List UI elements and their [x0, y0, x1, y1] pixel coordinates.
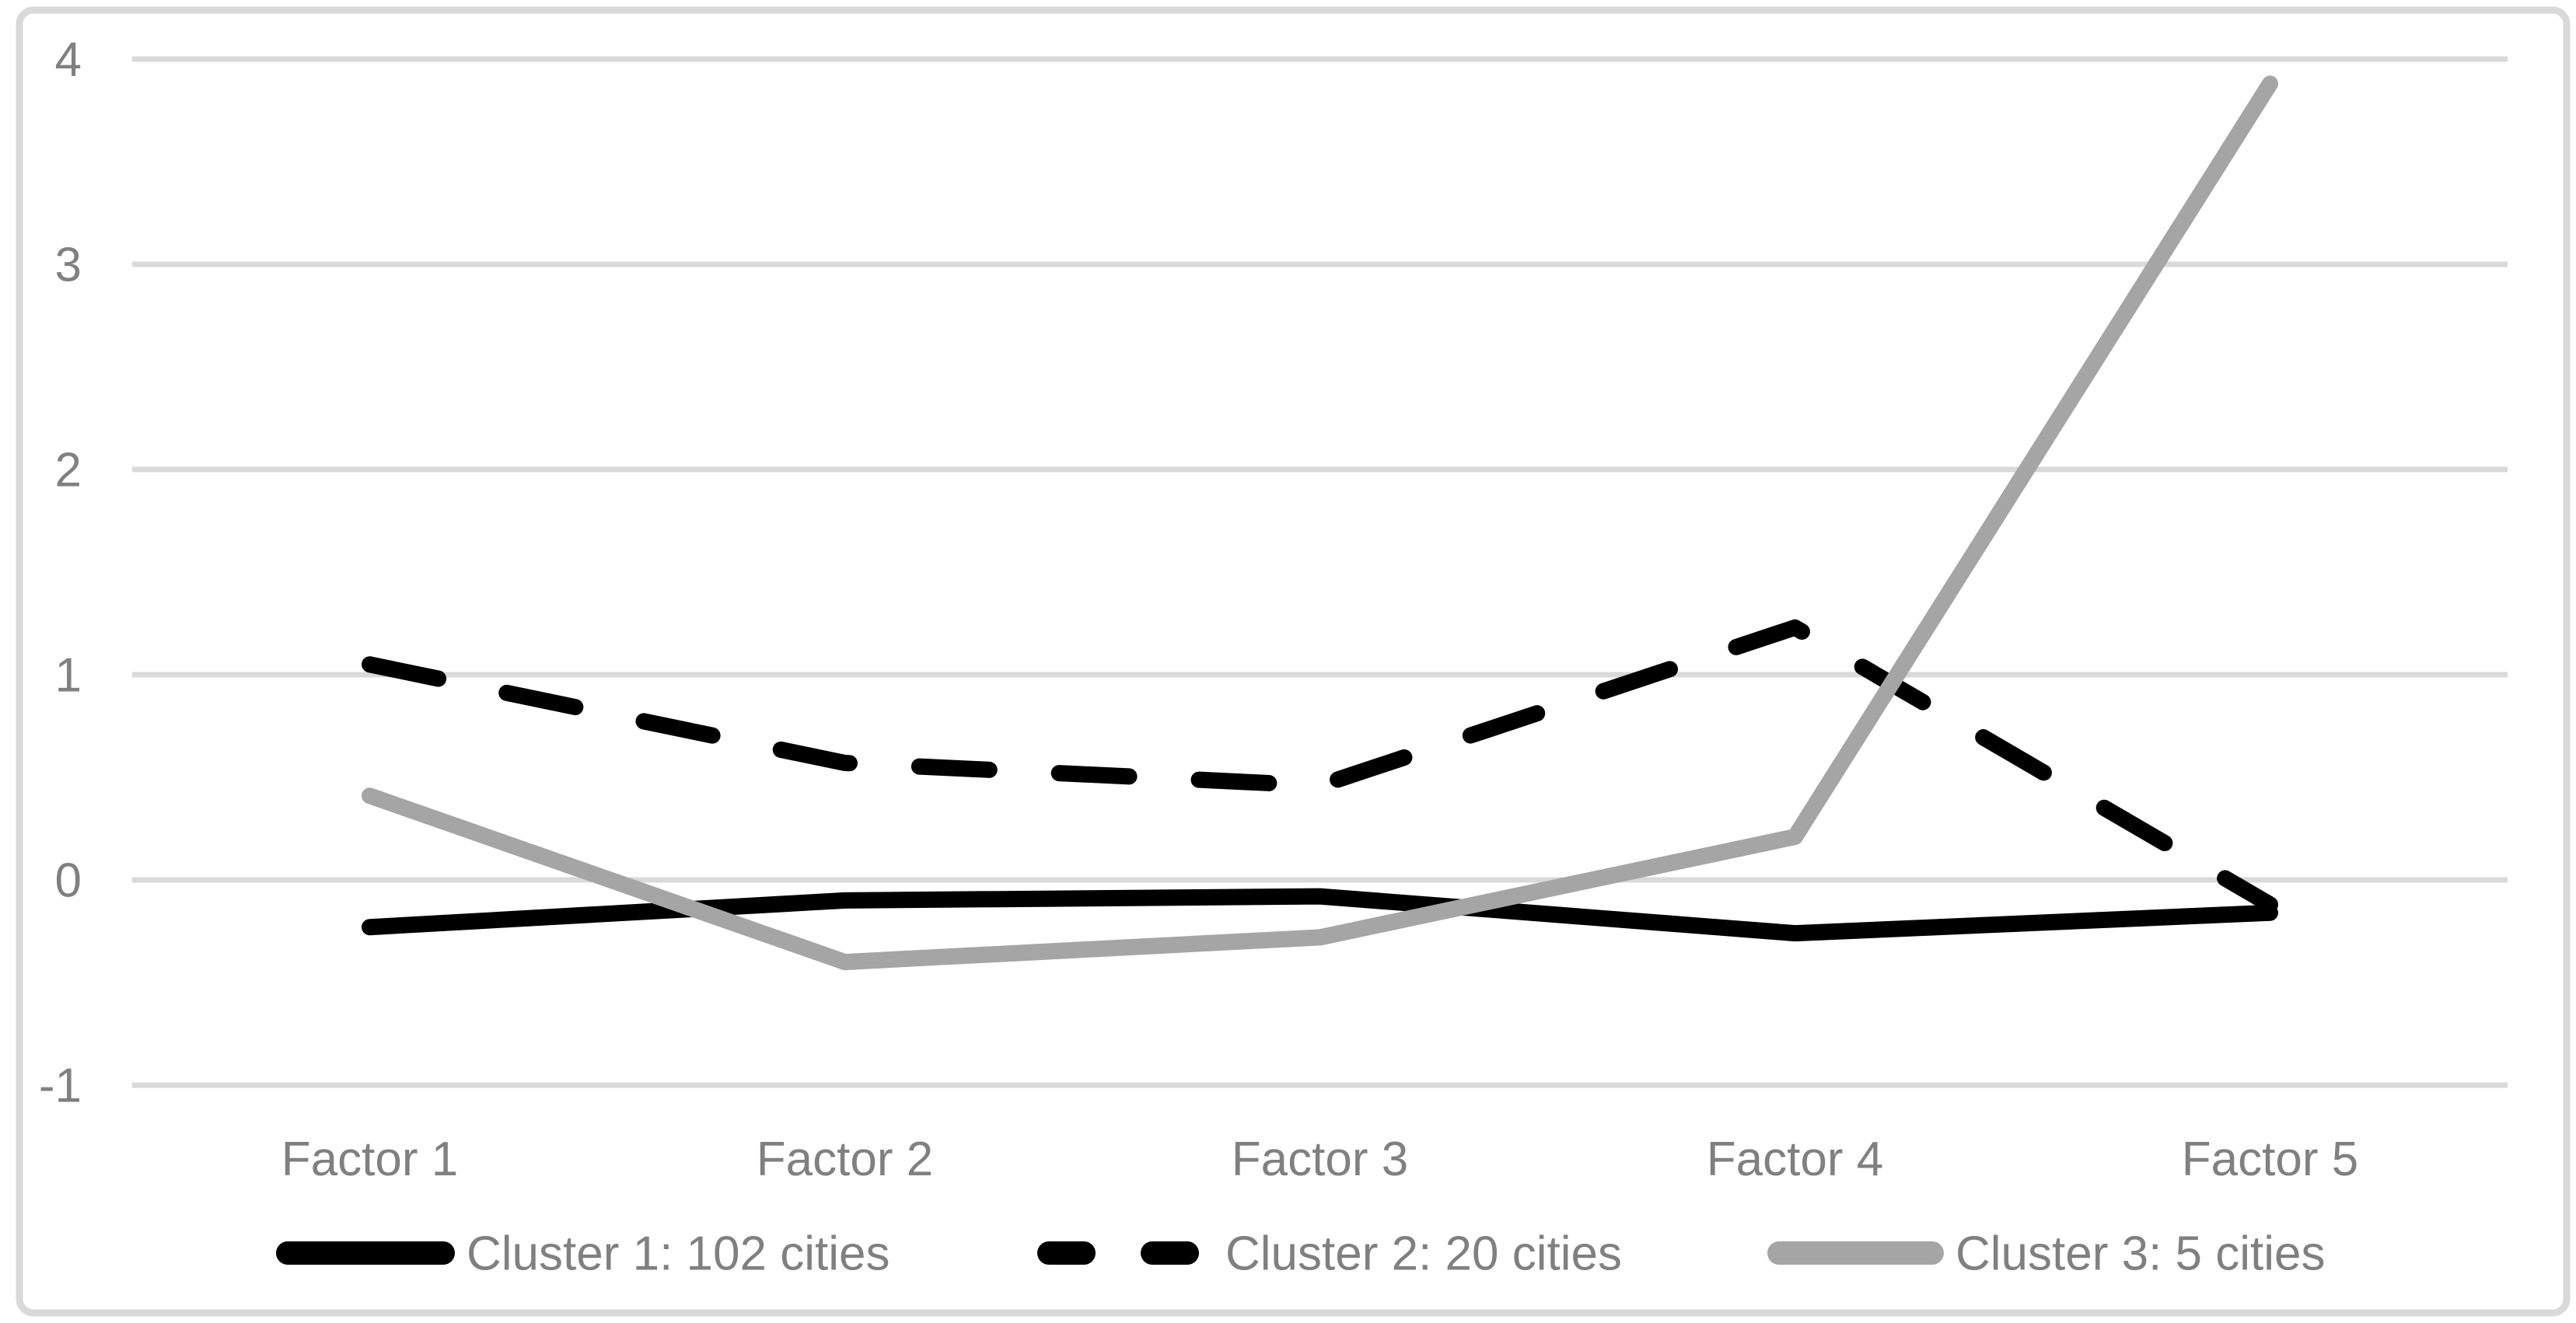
y-axis-tick-label--1: -1	[39, 1059, 82, 1113]
y-axis-tick-label-1: 1	[55, 649, 82, 703]
legend-item-2: Cluster 2: 20 cities	[1037, 1227, 1622, 1281]
legend-label-3: Cluster 3: 5 cities	[1956, 1227, 2326, 1281]
series-line-cluster-2	[362, 619, 2278, 913]
chart-border	[16, 6, 2571, 1317]
legend-label-1: Cluster 1: 102 cities	[467, 1227, 890, 1281]
x-axis-category-label-1: Factor 1	[281, 1133, 458, 1186]
legend-item-1: Cluster 1: 102 cities	[276, 1227, 890, 1281]
y-axis: 4 3 2 1 0 -1	[39, 33, 82, 1113]
x-axis-category-label-4: Factor 4	[1707, 1133, 1883, 1186]
y-axis-tick-label-3: 3	[55, 239, 82, 292]
y-axis-tick-label-0: 0	[55, 854, 82, 908]
x-axis-category-label-3: Factor 3	[1232, 1133, 1408, 1186]
gridlines	[132, 56, 2508, 1088]
legend-item-3: Cluster 3: 5 cities	[1767, 1227, 2326, 1281]
legend: Cluster 1: 102 cities Cluster 2: 20 citie…	[276, 1227, 2326, 1281]
x-axis-category-label-2: Factor 2	[757, 1133, 933, 1186]
y-axis-tick-label-2: 2	[55, 444, 82, 497]
x-axis: Factor 1 Factor 2 Factor 3 Factor 4 Factor 5	[281, 1133, 2358, 1186]
series-line-cluster-3	[362, 75, 2278, 971]
y-axis-tick-label-4: 4	[55, 33, 82, 87]
legend-label-2: Cluster 2: 20 cities	[1225, 1227, 1622, 1281]
x-axis-category-label-5: Factor 5	[2182, 1133, 2358, 1186]
